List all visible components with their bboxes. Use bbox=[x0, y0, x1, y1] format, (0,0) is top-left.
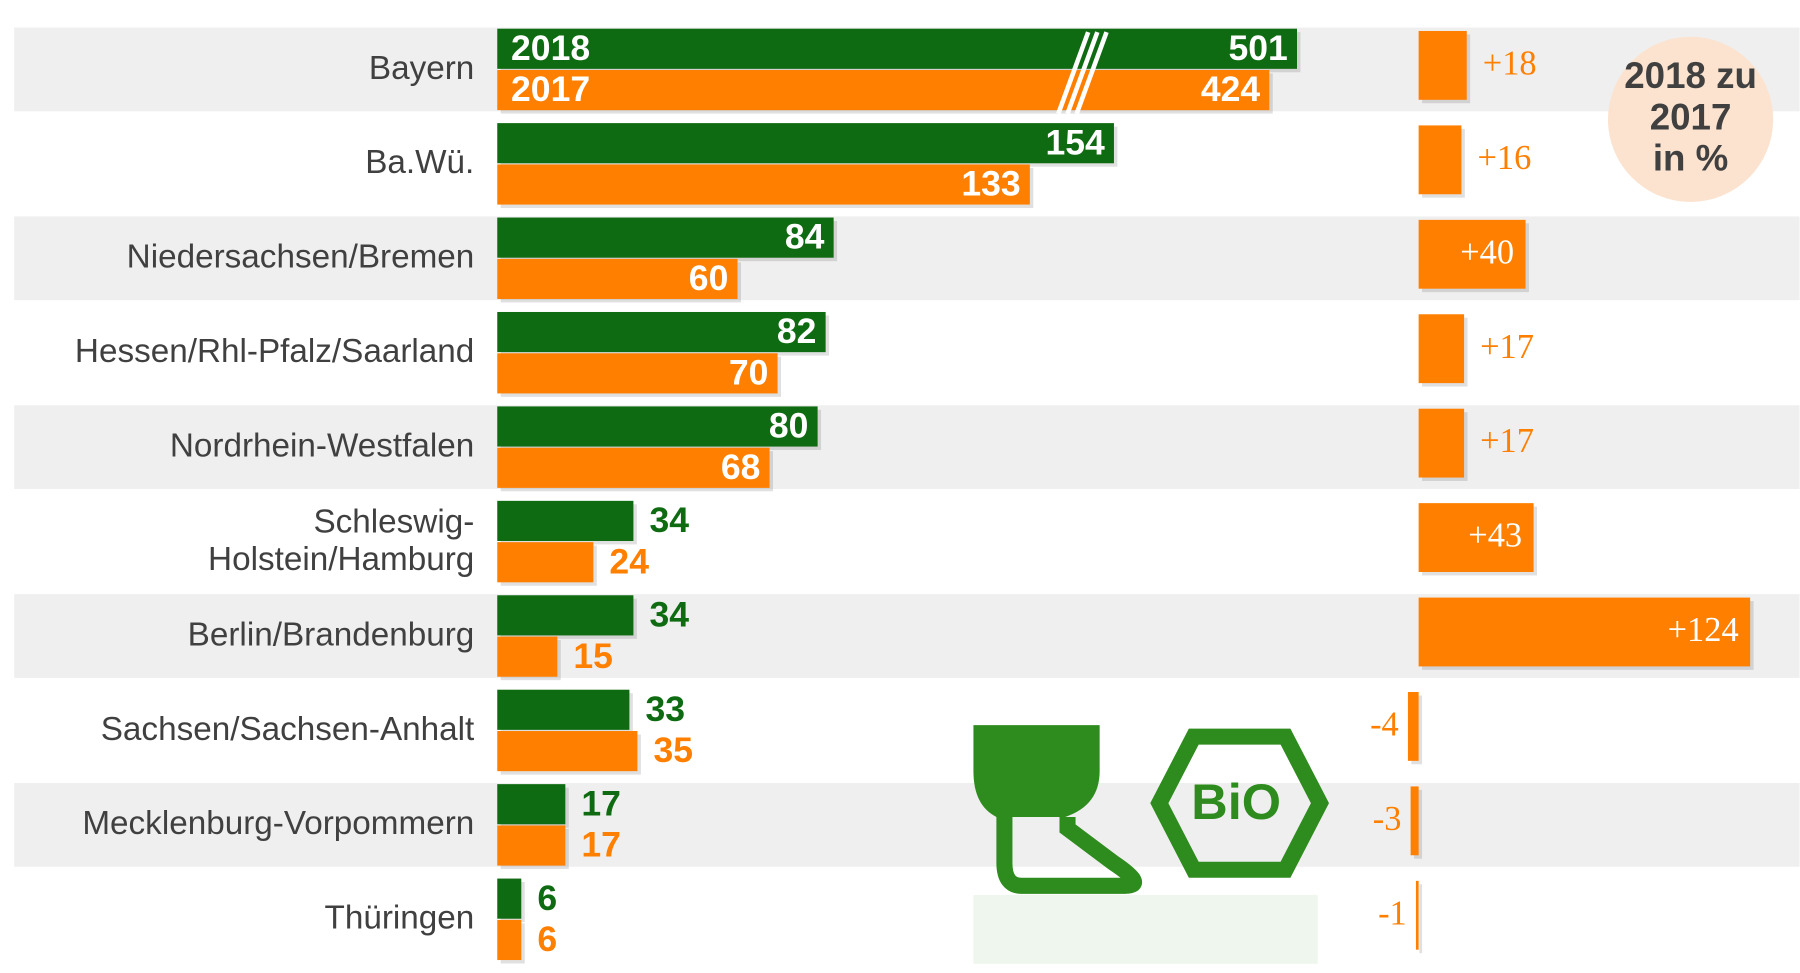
row-background bbox=[14, 782, 1800, 867]
value-label: 70 bbox=[729, 352, 769, 392]
change-label: +18 bbox=[1483, 44, 1537, 82]
value-label: 34 bbox=[649, 500, 689, 540]
change-label: +124 bbox=[1668, 611, 1739, 649]
value-label: 17 bbox=[581, 825, 621, 865]
bar bbox=[497, 731, 638, 772]
category-label: Schleswig-Holstein/Hamburg bbox=[208, 503, 474, 577]
axis-break bbox=[1056, 31, 1109, 115]
logo-text: BiO bbox=[1191, 773, 1281, 830]
legend-label: 2018 bbox=[511, 28, 590, 68]
bio-logo: BiO bbox=[973, 725, 1329, 964]
change-label: -3 bbox=[1373, 800, 1402, 838]
bar bbox=[497, 447, 770, 488]
bar bbox=[497, 217, 834, 258]
category-label: Sachsen/Sachsen-Anhalt bbox=[101, 711, 475, 748]
value-label: 154 bbox=[1045, 122, 1105, 162]
value-label: 6 bbox=[537, 878, 557, 918]
bar bbox=[497, 28, 1298, 69]
bar bbox=[497, 542, 594, 583]
change-bar bbox=[1418, 503, 1534, 572]
category-label: Mecklenburg-Vorpommern bbox=[82, 805, 474, 842]
change-bar bbox=[1418, 219, 1526, 289]
value-label: 6 bbox=[537, 919, 557, 959]
bar bbox=[497, 123, 1114, 164]
bar bbox=[497, 689, 630, 730]
change-label: -4 bbox=[1370, 705, 1399, 743]
bar bbox=[497, 69, 1270, 111]
value-label: 133 bbox=[961, 164, 1020, 204]
category-label: Niedersachsen/Bremen bbox=[127, 239, 475, 276]
category-label: Nordrhein-Westfalen bbox=[170, 427, 474, 464]
change-bar bbox=[1418, 408, 1465, 478]
category-label: Berlin/Brandenburg bbox=[188, 616, 475, 653]
change-label: +16 bbox=[1477, 139, 1531, 177]
change-label: +17 bbox=[1480, 422, 1534, 460]
value-label: 82 bbox=[777, 311, 817, 351]
row-background bbox=[14, 405, 1800, 490]
change-bar bbox=[1407, 692, 1419, 761]
value-label: 84 bbox=[785, 217, 825, 257]
value-label: 68 bbox=[721, 447, 761, 487]
legend-label: 2017 bbox=[511, 69, 590, 109]
change-bar bbox=[1418, 597, 1751, 667]
badge: 2018 zu 2017 in % bbox=[1607, 36, 1774, 202]
change-bar bbox=[1410, 786, 1419, 856]
change-bar bbox=[1415, 880, 1419, 950]
bar bbox=[497, 784, 566, 825]
bar bbox=[497, 353, 778, 394]
value-label: 60 bbox=[689, 258, 729, 298]
bar bbox=[497, 919, 522, 961]
value-label: 424 bbox=[1201, 69, 1261, 109]
badge-circle bbox=[1607, 36, 1774, 202]
value-label: 35 bbox=[653, 730, 693, 770]
bar bbox=[497, 258, 738, 300]
change-label: +40 bbox=[1460, 233, 1514, 271]
category-label: Ba.Wü. bbox=[365, 144, 474, 181]
value-label: 501 bbox=[1229, 28, 1288, 68]
value-label: 17 bbox=[581, 783, 621, 823]
value-label: 80 bbox=[769, 406, 809, 446]
category-label: Bayern bbox=[369, 50, 474, 87]
change-label: -1 bbox=[1378, 894, 1407, 932]
change-bar bbox=[1418, 125, 1462, 195]
value-label: 34 bbox=[649, 594, 689, 634]
value-label: 15 bbox=[573, 636, 613, 676]
bar bbox=[497, 164, 1030, 205]
bar bbox=[497, 406, 818, 447]
category-label: Hessen/Rhl-Pfalz/Saarland bbox=[75, 333, 474, 370]
change-shadow bbox=[1419, 884, 1423, 954]
value-label: 24 bbox=[609, 541, 649, 581]
change-bar bbox=[1418, 314, 1465, 384]
bar bbox=[497, 595, 634, 636]
bar bbox=[497, 878, 522, 919]
bar bbox=[497, 500, 634, 542]
badge-text: 2018 zu 2017 in % bbox=[1624, 55, 1757, 178]
bar bbox=[497, 636, 558, 677]
value-label: 33 bbox=[645, 689, 685, 729]
change-label: +43 bbox=[1468, 517, 1522, 555]
change-label: +17 bbox=[1480, 328, 1534, 366]
bar bbox=[497, 825, 566, 866]
category-label: Thüringen bbox=[325, 900, 475, 937]
bar bbox=[497, 311, 826, 353]
change-bar bbox=[1418, 30, 1467, 100]
